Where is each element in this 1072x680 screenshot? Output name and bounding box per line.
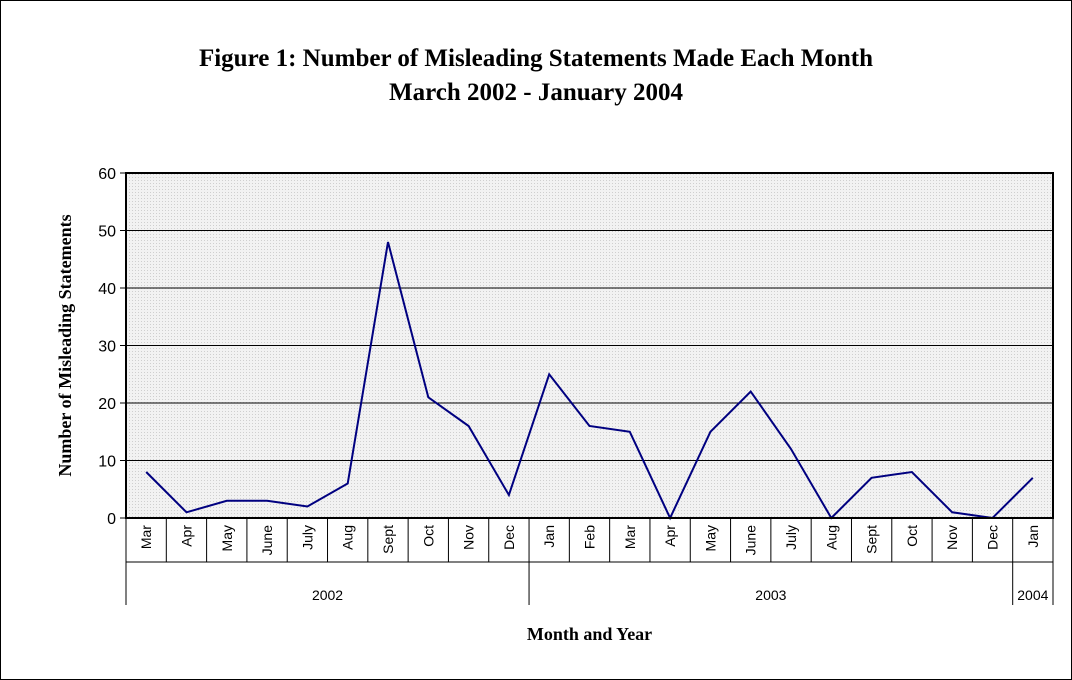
x-tick-label: Oct <box>904 525 920 547</box>
x-tick-label: Apr <box>662 525 678 547</box>
x-tick-label: Oct <box>420 525 436 547</box>
x-tick-label: June <box>259 525 275 556</box>
x-axis-label: Month and Year <box>527 624 652 644</box>
chart-title-block: Figure 1: Number of Misleading Statement… <box>0 42 1072 110</box>
x-tick-label: Nov <box>461 525 477 550</box>
x-year-label: 2002 <box>312 587 343 603</box>
x-tick-label: Feb <box>582 525 598 549</box>
x-tick-label: Sept <box>864 525 880 554</box>
x-tick-label: Mar <box>138 525 154 549</box>
gridlines <box>126 230 1053 461</box>
y-tick-label: 10 <box>98 454 116 471</box>
y-axis-ticks: 0 10 20 30 40 50 60 <box>98 166 126 528</box>
x-tick-label: Aug <box>823 525 839 550</box>
x-tick-label: May <box>219 525 235 551</box>
y-tick-label: 50 <box>98 224 116 241</box>
x-year-label: 2003 <box>755 587 786 603</box>
x-tick-label: May <box>702 525 718 551</box>
x-tick-label: Jan <box>541 525 557 548</box>
x-tick-label: Aug <box>340 525 356 550</box>
plot-border <box>125 172 1054 519</box>
x-tick-label: July <box>299 525 315 550</box>
x-tick-label: June <box>743 525 759 556</box>
x-tick-label: Dec <box>985 525 1001 550</box>
x-year-label: 2004 <box>1017 587 1048 603</box>
x-tick-label: Jan <box>1025 525 1041 548</box>
y-tick-label: 20 <box>98 396 116 413</box>
y-axis-label: Number of Misleading Statements <box>55 214 75 476</box>
series-line <box>145 241 1034 521</box>
y-tick-label: 0 <box>107 511 116 528</box>
x-tick-label: Nov <box>944 525 960 550</box>
x-tick-label: July <box>783 525 799 550</box>
x-tick-label: Mar <box>622 525 638 549</box>
x-tick-label: Apr <box>178 525 194 547</box>
y-tick-label: 40 <box>98 281 116 298</box>
x-tick-label: Dec <box>501 525 517 550</box>
y-tick-label: 30 <box>98 339 116 356</box>
x-tick-label: Sept <box>380 525 396 554</box>
x-axis: Mar Apr May June July Aug Sept Oct Nov Dec Jan Feb M… <box>125 518 1054 605</box>
chart-title: Figure 1: Number of Misleading Statement… <box>198 45 874 72</box>
chart-subtitle: March 2002 - January 2004 <box>389 79 683 106</box>
y-tick-label: 60 <box>98 166 116 183</box>
